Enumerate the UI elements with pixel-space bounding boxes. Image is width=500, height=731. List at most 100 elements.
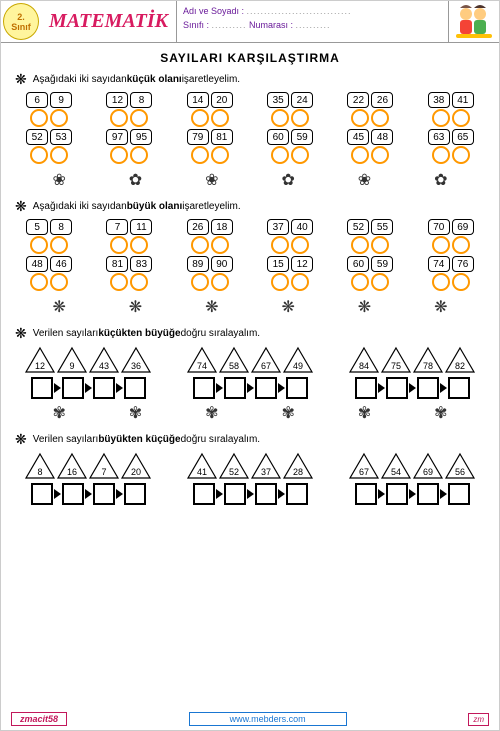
arrow-icon bbox=[247, 489, 254, 499]
answer-circle[interactable] bbox=[432, 236, 450, 254]
grade-badge: 2. Sınıf bbox=[3, 3, 39, 40]
answer-circle[interactable] bbox=[30, 109, 48, 127]
answer-circle[interactable] bbox=[110, 273, 128, 291]
answer-circle[interactable] bbox=[371, 236, 389, 254]
answer-circle[interactable] bbox=[130, 146, 148, 164]
answer-box[interactable] bbox=[224, 377, 246, 399]
answer-circle[interactable] bbox=[130, 273, 148, 291]
number-box: 83 bbox=[130, 256, 152, 272]
triangle-group: 67546956 bbox=[348, 452, 476, 505]
answer-circle[interactable] bbox=[191, 236, 209, 254]
answer-circle[interactable] bbox=[271, 109, 289, 127]
answer-circle[interactable] bbox=[50, 109, 68, 127]
answer-box[interactable] bbox=[417, 483, 439, 505]
answer-box[interactable] bbox=[355, 483, 377, 505]
triangle-number: 84 bbox=[348, 346, 380, 374]
answer-circle[interactable] bbox=[432, 273, 450, 291]
answer-circle[interactable] bbox=[291, 109, 309, 127]
answer-circle[interactable] bbox=[30, 236, 48, 254]
answer-circle[interactable] bbox=[271, 146, 289, 164]
answer-box[interactable] bbox=[417, 377, 439, 399]
answer-circle[interactable] bbox=[351, 146, 369, 164]
answer-box[interactable] bbox=[193, 377, 215, 399]
number-pair: 6059 bbox=[255, 129, 325, 164]
answer-box[interactable] bbox=[448, 483, 470, 505]
answer-box[interactable] bbox=[93, 483, 115, 505]
answer-circle[interactable] bbox=[271, 273, 289, 291]
answer-circle[interactable] bbox=[110, 146, 128, 164]
flower-icon: ❋ bbox=[281, 297, 294, 317]
answer-circle[interactable] bbox=[30, 146, 48, 164]
triangle-number: 9 bbox=[56, 346, 88, 374]
answer-circle[interactable] bbox=[371, 146, 389, 164]
flower-icon: ❋ bbox=[434, 297, 447, 317]
answer-circle[interactable] bbox=[211, 273, 229, 291]
answer-circle[interactable] bbox=[130, 109, 148, 127]
answer-circle[interactable] bbox=[211, 109, 229, 127]
name-label: Adı ve Soyadı : bbox=[183, 6, 244, 16]
answer-circle[interactable] bbox=[191, 273, 209, 291]
answer-box[interactable] bbox=[386, 377, 408, 399]
answer-circle[interactable] bbox=[452, 273, 470, 291]
answer-box[interactable] bbox=[286, 483, 308, 505]
answer-box[interactable] bbox=[93, 377, 115, 399]
answer-circle[interactable] bbox=[371, 273, 389, 291]
answer-circle[interactable] bbox=[50, 146, 68, 164]
answer-box[interactable] bbox=[124, 483, 146, 505]
answer-circle[interactable] bbox=[110, 236, 128, 254]
answer-circle[interactable] bbox=[291, 236, 309, 254]
header: 2. Sınıf MATEMATİK Adı ve Soyadı : .....… bbox=[1, 1, 499, 43]
instruction-1: ❋ Aşağıdaki iki sayıdan küçük olanı işar… bbox=[1, 71, 499, 88]
pair-row: 691281420352422263841 bbox=[1, 92, 499, 127]
answer-circle[interactable] bbox=[452, 236, 470, 254]
answer-circle[interactable] bbox=[452, 109, 470, 127]
answer-circle[interactable] bbox=[351, 109, 369, 127]
answer-box[interactable] bbox=[255, 377, 277, 399]
answer-box[interactable] bbox=[355, 377, 377, 399]
number-pair: 1512 bbox=[255, 256, 325, 291]
answer-circle[interactable] bbox=[291, 273, 309, 291]
answer-circle[interactable] bbox=[50, 273, 68, 291]
answer-circle[interactable] bbox=[271, 236, 289, 254]
answer-box[interactable] bbox=[224, 483, 246, 505]
answer-box[interactable] bbox=[31, 377, 53, 399]
answer-circle[interactable] bbox=[291, 146, 309, 164]
answer-box[interactable] bbox=[255, 483, 277, 505]
flower-icon: ✾ bbox=[129, 403, 142, 423]
number-box: 41 bbox=[452, 92, 474, 108]
answer-circle[interactable] bbox=[211, 146, 229, 164]
answer-box[interactable] bbox=[386, 483, 408, 505]
number-box: 9 bbox=[50, 92, 72, 108]
number-box: 48 bbox=[371, 129, 393, 145]
answer-box[interactable] bbox=[62, 377, 84, 399]
answer-box[interactable] bbox=[448, 377, 470, 399]
answer-box[interactable] bbox=[286, 377, 308, 399]
arrow-icon bbox=[54, 383, 61, 393]
class-blank[interactable]: .......... bbox=[211, 20, 246, 30]
number-pair: 3524 bbox=[255, 92, 325, 127]
answer-circle[interactable] bbox=[351, 236, 369, 254]
answer-circle[interactable] bbox=[432, 146, 450, 164]
number-blank[interactable]: .......... bbox=[296, 20, 331, 30]
number-box: 59 bbox=[371, 256, 393, 272]
answer-circle[interactable] bbox=[30, 273, 48, 291]
arrow-icon bbox=[216, 383, 223, 393]
answer-box[interactable] bbox=[31, 483, 53, 505]
answer-circle[interactable] bbox=[191, 146, 209, 164]
answer-circle[interactable] bbox=[432, 109, 450, 127]
answer-circle[interactable] bbox=[452, 146, 470, 164]
answer-circle[interactable] bbox=[110, 109, 128, 127]
answer-circle[interactable] bbox=[50, 236, 68, 254]
answer-box[interactable] bbox=[62, 483, 84, 505]
instr4-c: doğru sıralayalım. bbox=[181, 434, 260, 445]
arrow-icon bbox=[409, 489, 416, 499]
answer-circle[interactable] bbox=[371, 109, 389, 127]
answer-circle[interactable] bbox=[191, 109, 209, 127]
name-blank[interactable]: .............................. bbox=[247, 6, 352, 16]
number-box: 14 bbox=[187, 92, 209, 108]
answer-box[interactable] bbox=[124, 377, 146, 399]
answer-box[interactable] bbox=[193, 483, 215, 505]
answer-circle[interactable] bbox=[351, 273, 369, 291]
answer-circle[interactable] bbox=[211, 236, 229, 254]
answer-circle[interactable] bbox=[130, 236, 148, 254]
